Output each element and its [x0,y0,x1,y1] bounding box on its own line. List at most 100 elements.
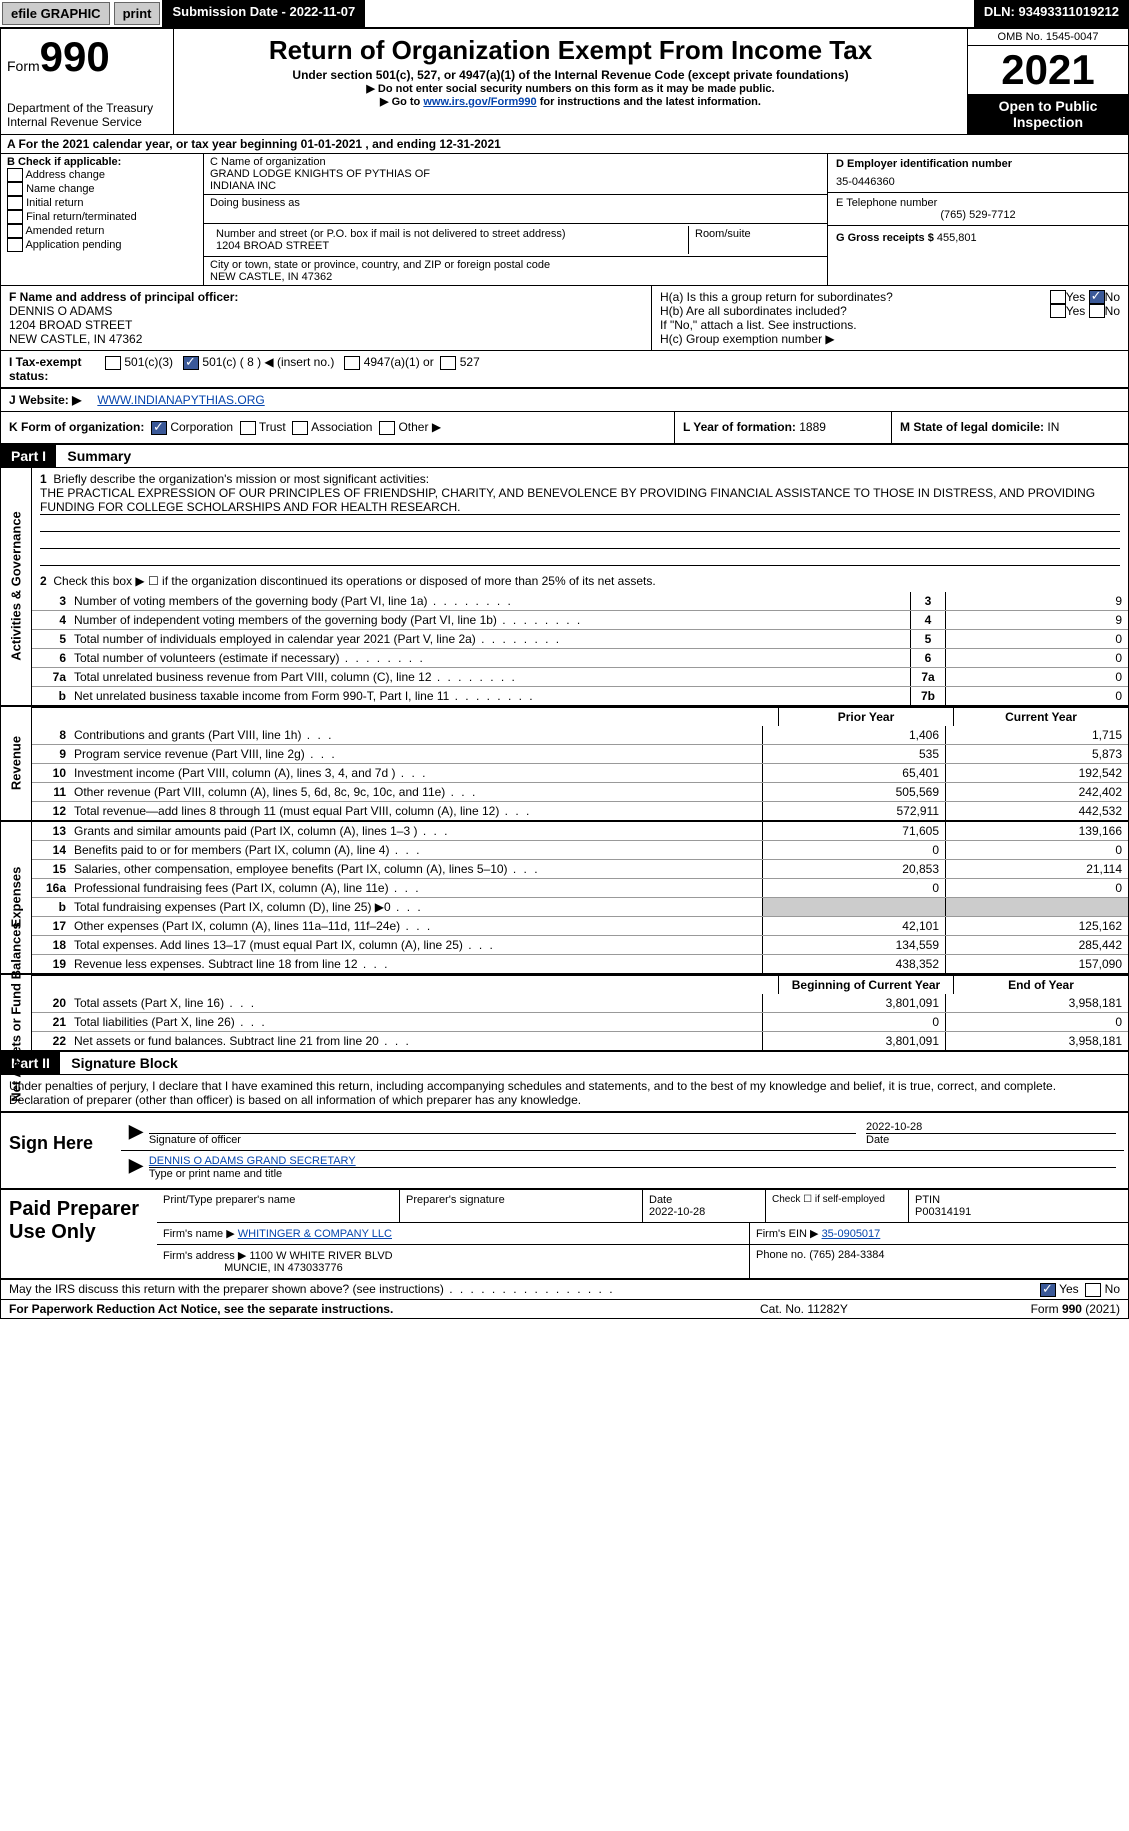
omb-number: OMB No. 1545-0047 [968,29,1128,46]
form-ref: Form 990 (2021) [960,1302,1120,1316]
part2-title: Signature Block [63,1052,186,1074]
4947: 4947(a)(1) or [364,355,434,369]
part1-title: Summary [59,445,139,467]
line-15: 15Salaries, other compensation, employee… [32,859,1128,878]
dept-treasury: Department of the Treasury [7,101,167,115]
cb-501c3[interactable] [105,356,121,370]
firm-addr: 1100 W WHITE RIVER BLVD [249,1250,392,1262]
signer-name-label: Type or print name and title [149,1167,1116,1180]
address-change: Address change [25,169,105,181]
row-bcd: B Check if applicable: Address change Na… [1,154,1128,286]
gov-line-5: 5Total number of individuals employed in… [32,629,1128,648]
goto-prefix: ▶ Go to [380,96,423,108]
initial-return: Initial return [26,197,83,209]
signer-name[interactable]: DENNIS O ADAMS GRAND SECRETARY [149,1155,356,1167]
ptin: P00314191 [915,1206,971,1218]
section-netassets: Net Assets or Fund Balances Beginning of… [1,975,1128,1052]
cb-final[interactable] [7,210,23,224]
cb-other[interactable] [379,421,395,435]
open-inspection: Open to Public Inspection [968,94,1128,134]
begin-year-hdr: Beginning of Current Year [778,976,953,994]
hc-label: H(c) Group exemption number ▶ [660,332,1120,346]
form-subtitle: Under section 501(c), 527, or 4947(a)(1)… [178,68,963,82]
officer-city: NEW CASTLE, IN 47362 [9,332,643,346]
mission-label: Briefly describe the organization's miss… [53,472,429,486]
year-formation: 1889 [799,420,826,434]
cb-discuss-no[interactable] [1085,1283,1101,1297]
ptin-label: PTIN [915,1194,940,1206]
row-a-taxyear: A For the 2021 calendar year, or tax yea… [1,135,1128,154]
cb-app[interactable] [7,238,23,252]
gov-line-6: 6Total number of volunteers (estimate if… [32,648,1128,667]
form-title: Return of Organization Exempt From Incom… [178,35,963,66]
form-org-label: K Form of organization: [9,420,144,434]
form-header: Form990 Department of the Treasury Inter… [1,29,1128,135]
cb-address[interactable] [7,168,23,182]
cb-4947[interactable] [344,356,360,370]
501c: 501(c) ( 8 ) ◀ (insert no.) [202,355,334,369]
col-c: C Name of organization GRAND LODGE KNIGH… [204,154,828,285]
preparer-sig-label: Preparer's signature [400,1190,643,1222]
sig-date-label: Date [866,1133,1116,1146]
cb-trust[interactable] [240,421,256,435]
paid-preparer-section: Paid Preparer Use Only Print/Type prepar… [1,1190,1128,1280]
officer-addr: 1204 BROAD STREET [9,318,643,332]
line-11: 11Other revenue (Part VIII, column (A), … [32,782,1128,801]
efile-button[interactable]: efile GRAPHIC [2,2,110,25]
firm-name[interactable]: WHITINGER & COMPANY LLC [238,1228,392,1240]
form-note2: ▶ Go to www.irs.gov/Form990 for instruct… [178,95,963,108]
org-name-1: GRAND LODGE KNIGHTS OF PYTHIAS OF [210,168,821,180]
cb-corp[interactable] [151,421,167,435]
line-22: 22Net assets or fund balances. Subtract … [32,1031,1128,1050]
goto-suffix: for instructions and the latest informat… [537,96,761,108]
gov-line-3: 3Number of voting members of the governi… [32,592,1128,610]
gross-label: G Gross receipts $ [836,232,937,244]
cb-ha-no[interactable] [1089,290,1105,304]
discuss-row: May the IRS discuss this return with the… [1,1280,1128,1300]
topbar: efile GRAPHIC print Submission Date - 20… [0,0,1129,28]
cb-hb-yes[interactable] [1050,304,1066,318]
cb-amended[interactable] [7,224,23,238]
website-label: J Website: ▶ [9,393,81,407]
firm-phone-label: Phone no. [756,1249,809,1261]
line-19: 19Revenue less expenses. Subtract line 1… [32,954,1128,973]
app-pending: Application pending [25,239,121,251]
cb-discuss-yes[interactable] [1040,1283,1056,1297]
section-expenses: Expenses 13Grants and similar amounts pa… [1,822,1128,975]
line-16a: 16aProfessional fundraising fees (Part I… [32,878,1128,897]
line-14: 14Benefits paid to or for members (Part … [32,840,1128,859]
cb-assoc[interactable] [292,421,308,435]
print-button[interactable]: print [114,2,161,25]
cb-501c[interactable] [183,356,199,370]
hb-note: If "No," attach a list. See instructions… [660,318,1120,332]
ein-value: 35-0446360 [836,170,1120,188]
website-link[interactable]: WWW.INDIANAPYTHIAS.ORG [97,393,264,407]
firm-addr-label: Firm's address ▶ [163,1250,246,1262]
sig-officer-label: Signature of officer [149,1133,856,1146]
part1-header: Part I Summary [1,445,1128,468]
cb-ha-yes[interactable] [1050,290,1066,304]
cb-initial[interactable] [7,196,23,210]
org-name-2: INDIANA INC [210,180,821,192]
cb-hb-no[interactable] [1089,304,1105,318]
cb-name[interactable] [7,182,23,196]
line-21: 21Total liabilities (Part X, line 26)00 [32,1012,1128,1031]
irs-link[interactable]: www.irs.gov/Form990 [423,96,536,108]
row-a-label: A For the 2021 calendar year, or tax yea… [7,137,301,151]
vlabel-governance: Activities & Governance [1,468,32,705]
cat-no: Cat. No. 11282Y [760,1302,960,1316]
form-label: Form [7,58,40,74]
col-b: B Check if applicable: Address change Na… [1,154,204,285]
officer-name: DENNIS O ADAMS [9,304,643,318]
firm-ein[interactable]: 35-0905017 [822,1228,881,1240]
ein-label: D Employer identification number [836,158,1012,170]
section-governance: Activities & Governance 1 Briefly descri… [1,468,1128,707]
gov-line-7a: 7aTotal unrelated business revenue from … [32,667,1128,686]
cb-527[interactable] [440,356,456,370]
tax-status-label: I Tax-exempt status: [9,355,81,383]
prep-date-label: Date [649,1194,672,1206]
ha-no: No [1105,290,1120,304]
discuss-no: No [1105,1282,1120,1296]
section-revenue: Revenue Prior YearCurrent Year 8Contribu… [1,707,1128,822]
form-container: Form990 Department of the Treasury Inter… [0,28,1129,1319]
